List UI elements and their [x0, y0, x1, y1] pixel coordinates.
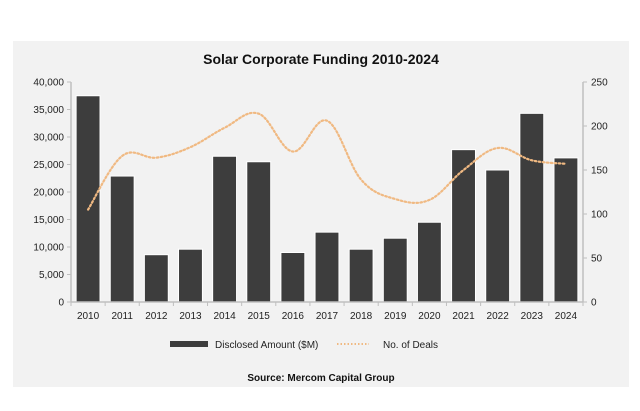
chart: Solar Corporate Funding 2010-2024 0 5,000…: [33, 51, 608, 384]
bar-series: [75, 95, 579, 303]
bar: [382, 237, 408, 303]
x-tick-label: 2012: [145, 311, 168, 322]
x-tick-label: 2018: [350, 311, 373, 322]
chart-panel: Solar Corporate Funding 2010-2024 0 5,000…: [13, 41, 629, 387]
legend-label-deals: No. of Deals: [383, 340, 438, 351]
right-tick-label: 250: [591, 78, 608, 89]
x-tick-label: 2019: [384, 311, 407, 322]
bar: [109, 175, 135, 303]
x-tick-label: 2024: [555, 311, 578, 322]
bar: [348, 248, 374, 303]
bar: [519, 112, 545, 303]
right-tick-label: 0: [591, 298, 597, 309]
bar: [416, 221, 442, 303]
deals-line: [86, 111, 568, 211]
left-tick-label: 25,000: [33, 160, 64, 171]
bar: [280, 252, 306, 303]
legend-swatch-bar: [170, 341, 208, 347]
x-tick-label: 2016: [282, 311, 305, 322]
x-tick-label: 2022: [487, 311, 510, 322]
bar: [178, 248, 203, 303]
bar: [485, 169, 511, 303]
x-tick-label: 2020: [418, 311, 441, 322]
left-tick-label: 10,000: [33, 243, 64, 254]
legend: Disclosed Amount ($M) No. of Deals: [170, 340, 438, 351]
line-series: [86, 111, 568, 211]
x-tick-label: 2021: [452, 311, 475, 322]
x-tick-label: 2015: [248, 311, 271, 322]
right-tick-label: 150: [591, 166, 608, 177]
left-tick-label: 30,000: [33, 133, 64, 144]
left-tick-label: 35,000: [33, 105, 64, 116]
bar: [143, 254, 169, 303]
source-caption: Source: Mercom Capital Group: [247, 373, 394, 384]
left-tick-label: 0: [58, 298, 64, 309]
chart-title: Solar Corporate Funding 2010-2024: [203, 51, 439, 67]
left-y-axis: 0 5,000 10,000 15,000 20,000 25,000 30,000 35,0…: [33, 78, 72, 309]
legend-label-amount: Disclosed Amount ($M): [215, 340, 318, 351]
bar: [75, 95, 101, 303]
left-tick-label: 40,000: [33, 78, 64, 89]
bar: [246, 161, 272, 303]
bar: [553, 157, 579, 303]
bar: [451, 149, 476, 303]
left-tick-label: 20,000: [33, 188, 64, 199]
bar: [212, 155, 238, 303]
right-tick-label: 50: [591, 254, 603, 265]
x-tick-label: 2013: [179, 311, 202, 322]
left-tick-label: 5,000: [39, 270, 64, 281]
right-y-axis: 0 50 100 150 200 250: [582, 78, 608, 309]
x-tick-label: 2023: [521, 311, 544, 322]
left-tick-label: 15,000: [33, 215, 64, 226]
x-axis: 2010 2011 2012 2013 2014 2015 2016 2017 2018 2019…: [70, 301, 584, 322]
x-tick-label: 2011: [111, 311, 133, 322]
x-tick-label: 2017: [316, 311, 339, 322]
x-tick-label: 2014: [213, 311, 236, 322]
right-tick-label: 200: [591, 122, 608, 133]
bar: [314, 231, 340, 303]
right-tick-label: 100: [591, 210, 608, 221]
x-tick-label: 2010: [77, 311, 100, 322]
